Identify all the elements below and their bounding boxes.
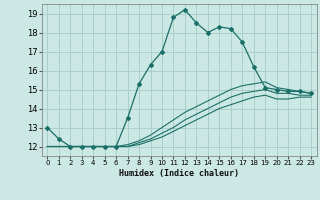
X-axis label: Humidex (Indice chaleur): Humidex (Indice chaleur) (119, 169, 239, 178)
